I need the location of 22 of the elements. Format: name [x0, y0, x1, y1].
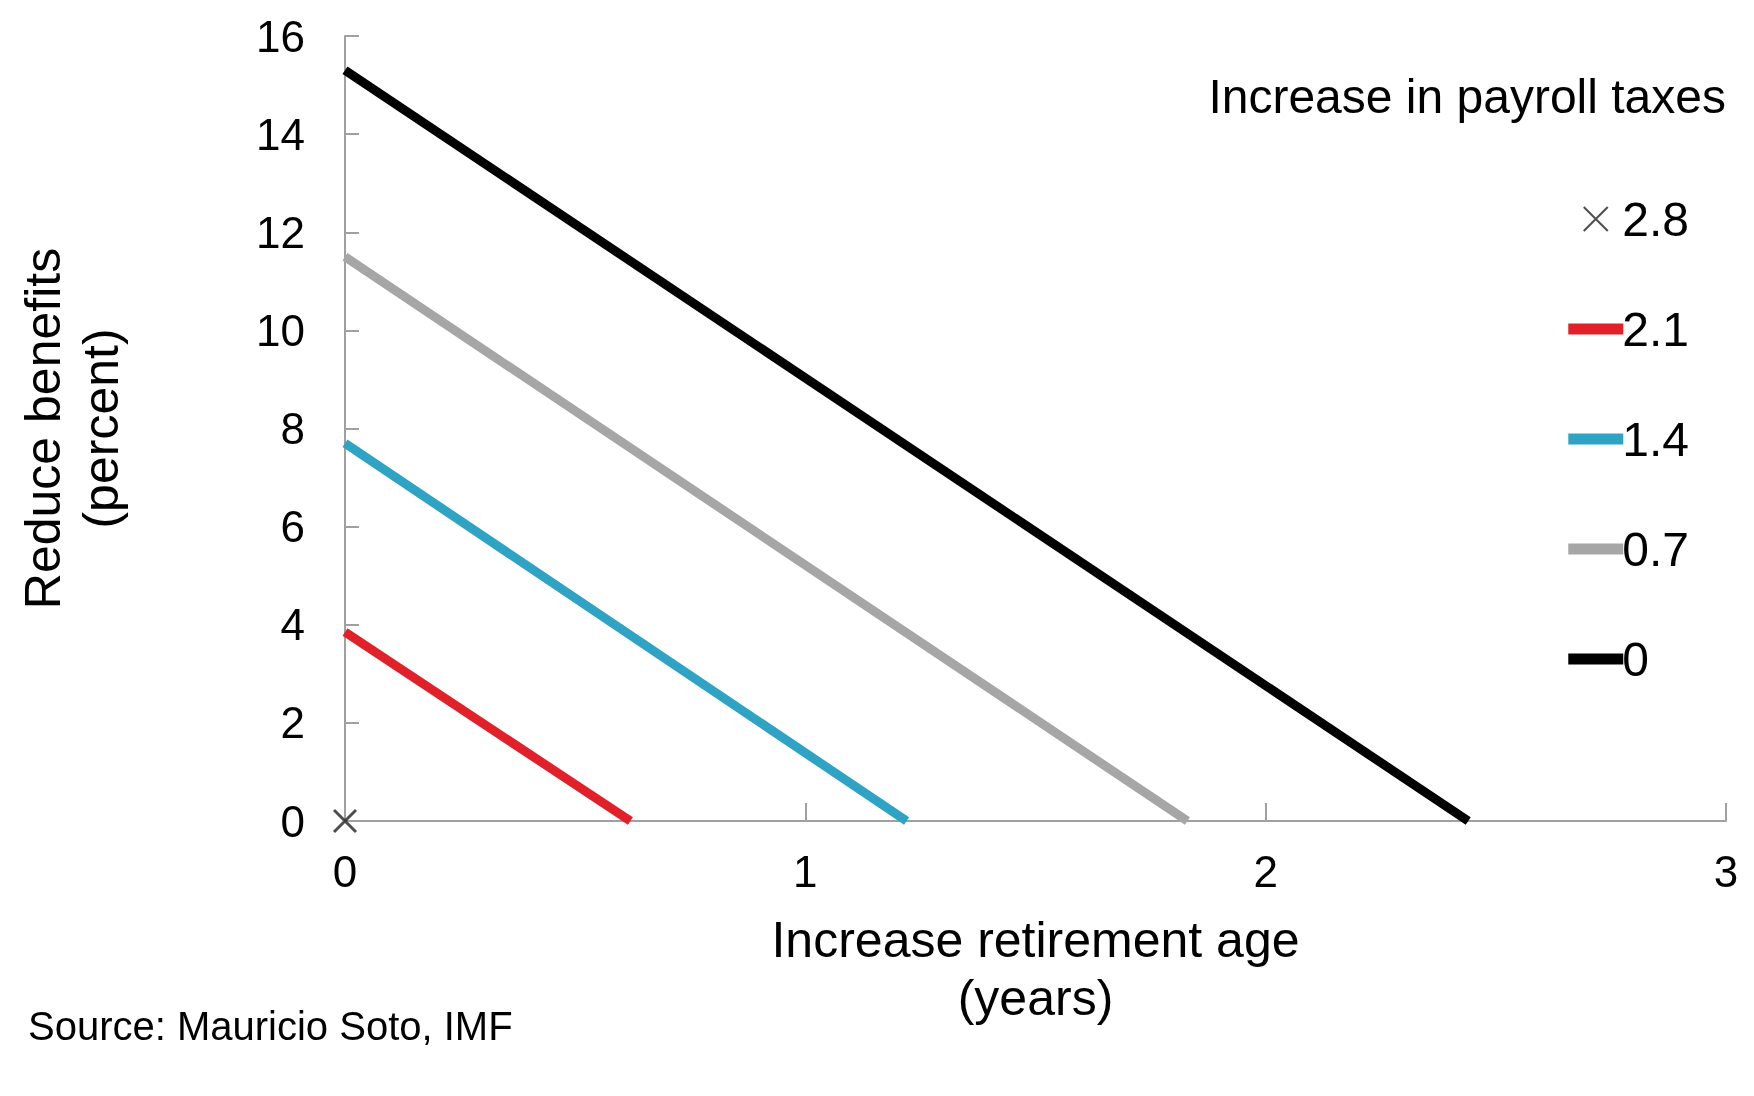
x-tick-label: 3	[1713, 846, 1739, 896]
x-tick-label: 2	[1253, 846, 1278, 896]
x-tick-label: 1	[793, 846, 818, 896]
legend-label: 2.8	[1622, 192, 1690, 246]
y-tick-label: 12	[256, 207, 305, 257]
y-tick-label: 14	[256, 109, 305, 159]
legend-label: 2.1	[1622, 302, 1690, 356]
y-tick-label: 6	[280, 502, 305, 552]
legend-label: 0.7	[1622, 522, 1690, 576]
legend-label: 1.4	[1622, 412, 1690, 466]
x-tick-label: 0	[332, 846, 358, 896]
y-tick-label: 8	[280, 404, 305, 453]
y-tick-label: 0	[280, 796, 305, 846]
y-axis-title: Reduce benefits (percent)	[15, 247, 129, 610]
y-tick-label: 10	[256, 305, 305, 355]
y-tick-label: 4	[280, 600, 305, 650]
x-axis-title: Increase retirement age (years)	[771, 912, 1300, 1026]
legend-title: Increase in payroll taxes	[1208, 69, 1726, 123]
legend-label: 0	[1622, 632, 1649, 686]
source-note: Source: Mauricio Soto, IMF	[28, 1004, 513, 1048]
y-tick-label: 16	[256, 11, 305, 61]
y-tick-label: 2	[280, 698, 305, 748]
